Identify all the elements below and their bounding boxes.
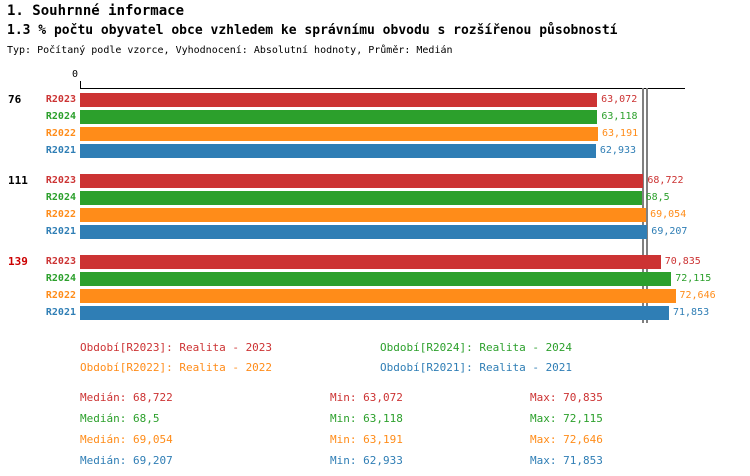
stat-max-r2024: Max: 72,115 — [530, 412, 603, 425]
bar-r2023 — [80, 255, 661, 269]
median-line — [647, 88, 649, 323]
bar-value-label: 63,118 — [601, 111, 638, 122]
series-row-label: R2024 — [45, 192, 76, 203]
bar-r2021 — [80, 306, 669, 320]
stat-min-r2021: Min: 62,933 — [330, 454, 403, 467]
median-line — [641, 88, 643, 323]
series-row-label: R2024 — [45, 111, 76, 122]
series-row-label: R2024 — [45, 273, 76, 284]
bar-r2023 — [80, 93, 598, 107]
bar-value-label: 63,191 — [602, 128, 639, 139]
bar-r2024 — [80, 272, 672, 286]
bar-value-label: 63,072 — [601, 94, 638, 105]
bar-r2021 — [80, 144, 596, 158]
series-row-label: R2021 — [45, 226, 76, 237]
bar-r2022 — [80, 208, 647, 222]
stat-min-r2022: Min: 63,191 — [330, 433, 403, 446]
series-row-label: R2021 — [45, 307, 76, 318]
legend-item-r2024: Období[R2024]: Realita - 2024 — [380, 341, 573, 354]
stat-median-r2021: Medián: 69,207 — [80, 454, 173, 467]
group-label: 76 — [8, 93, 22, 106]
series-row-label: R2022 — [45, 209, 76, 220]
median-line — [646, 88, 648, 323]
legend-item-r2022: Období[R2022]: Realita - 2022 — [80, 361, 273, 374]
stat-max-r2022: Max: 72,646 — [530, 433, 603, 446]
page-title: 1. Souhrnné informace — [7, 3, 185, 19]
x-axis-line — [80, 88, 685, 89]
median-line — [643, 88, 645, 323]
bar-r2021 — [80, 225, 648, 239]
bar-r2024 — [80, 191, 642, 205]
bar-value-label: 70,835 — [664, 256, 701, 267]
stat-min-r2023: Min: 63,072 — [330, 391, 403, 404]
series-row-label: R2022 — [45, 128, 76, 139]
stat-median-r2024: Medián: 68,5 — [80, 412, 160, 425]
legend-item-r2023: Období[R2023]: Realita - 2023 — [80, 341, 273, 354]
bar-value-label: 72,646 — [679, 290, 716, 301]
legend-item-r2021: Období[R2021]: Realita - 2021 — [380, 361, 573, 374]
group-label: 139 — [8, 255, 28, 268]
bar-r2024 — [80, 110, 598, 124]
series-row-label: R2023 — [45, 256, 76, 267]
stat-min-r2024: Min: 63,118 — [330, 412, 403, 425]
indicator-title: 1.3 % počtu obyvatel obce vzhledem ke sp… — [7, 23, 618, 38]
bar-value-label: 68,722 — [647, 175, 684, 186]
series-row-label: R2021 — [45, 145, 76, 156]
x-axis-zero-tick — [80, 81, 81, 88]
bar-value-label: 69,054 — [650, 209, 687, 220]
stat-median-r2022: Medián: 69,054 — [80, 433, 173, 446]
series-row-label: R2023 — [45, 94, 76, 105]
meta-line: Typ: Počítaný podle vzorce, Vyhodnocení:… — [7, 45, 453, 56]
stat-median-r2023: Medián: 68,722 — [80, 391, 173, 404]
x-axis-zero-label: 0 — [72, 69, 79, 80]
stat-max-r2021: Max: 71,853 — [530, 454, 603, 467]
series-row-label: R2022 — [45, 290, 76, 301]
stat-max-r2023: Max: 70,835 — [530, 391, 603, 404]
bar-value-label: 72,115 — [675, 273, 712, 284]
series-row-label: R2023 — [45, 175, 76, 186]
bar-value-label: 69,207 — [651, 226, 688, 237]
group-label: 111 — [8, 174, 28, 187]
bar-r2023 — [80, 174, 644, 188]
bar-value-label: 62,933 — [599, 145, 637, 156]
bar-value-label: 68,5 — [645, 192, 670, 203]
bar-r2022 — [80, 289, 676, 303]
bar-value-label: 71,853 — [673, 307, 710, 318]
bar-r2022 — [80, 127, 598, 141]
bar-chart: 0 76 R2023 63,072 R2024 63,118 R2022 63,191 R20… — [8, 69, 716, 323]
